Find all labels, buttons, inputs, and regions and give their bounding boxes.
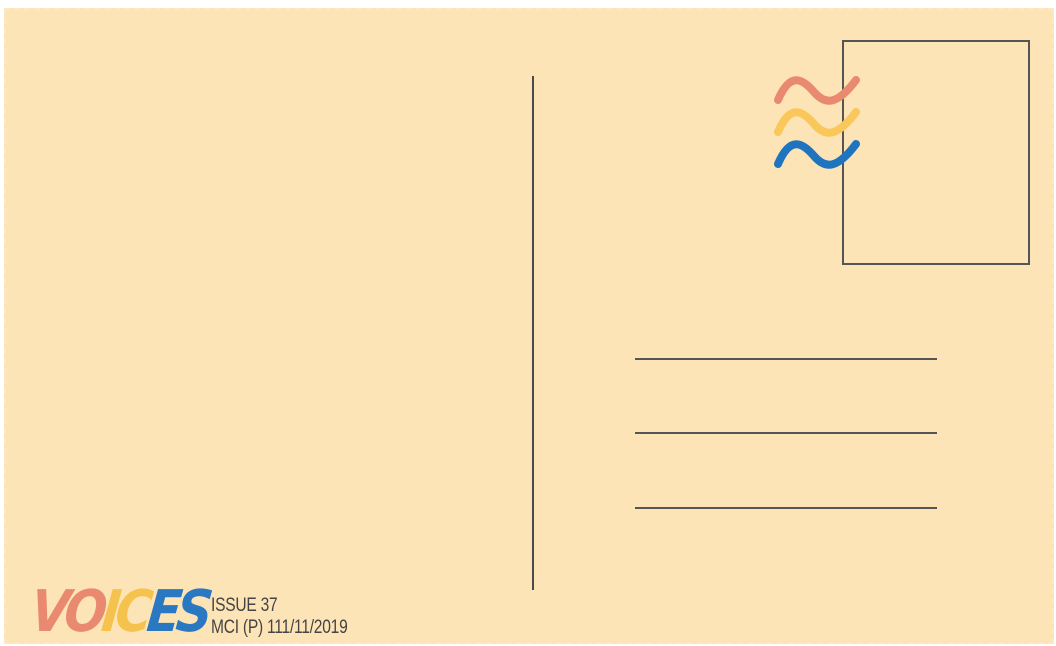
stamp-box [842, 40, 1030, 265]
wave-yellow [774, 108, 860, 137]
issue-info: ISSUE 37 MCI (P) 111/11/2019 [210, 595, 348, 639]
postcard-divider [532, 76, 534, 590]
address-line-1 [635, 358, 937, 360]
postcard: V O I C E S ISSUE 37 MCI (P) 111/11/2019 [4, 8, 1054, 644]
logo-letter-s: S [173, 577, 212, 644]
wave-coral [774, 76, 860, 105]
mci-permit: MCI (P) 111/11/2019 [210, 617, 348, 638]
issue-number: ISSUE 37 [210, 595, 278, 616]
address-line-3 [635, 507, 937, 509]
voices-logo: V O I C E S [28, 577, 212, 644]
wave-blue [774, 140, 860, 169]
brand-footer: V O I C E S ISSUE 37 MCI (P) 111/11/2019 [28, 576, 377, 644]
address-line-2 [635, 432, 937, 434]
logo-letter-o: O [61, 577, 106, 644]
postmark-waves-icon [774, 76, 860, 169]
